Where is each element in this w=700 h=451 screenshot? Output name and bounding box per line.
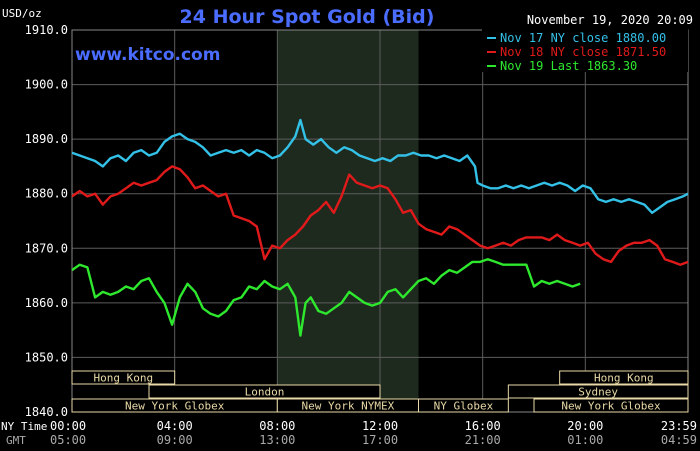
watermark-logo: www.kitco.com: [75, 45, 220, 65]
session-box: [148, 384, 381, 399]
ny-time-label: NY Time: [1, 420, 47, 433]
y-tick-label: 1860.0: [25, 296, 68, 310]
y-tick-label: 1880.0: [25, 187, 68, 201]
session-box: [507, 384, 689, 399]
session-label: New York Globex: [125, 400, 225, 413]
series-lines: [71, 118, 689, 337]
timestamp: November 19, 2020 20:09: [527, 13, 693, 27]
legend-entry: Nov 17 NY close 1880.00: [500, 31, 666, 45]
y-tick-label: 1870.0: [25, 241, 68, 255]
legend-entry: Nov 18 NY close 1871.50: [500, 45, 666, 59]
series-line-0: [71, 118, 689, 215]
x-tick-label-gmt: 13:00: [259, 433, 295, 447]
nymex-shaded-region: [277, 30, 419, 412]
x-tick-label-gmt: 17:00: [362, 433, 398, 447]
y-tick-label: 1910.0: [25, 23, 68, 37]
session-label: London: [245, 386, 285, 399]
series-line-1: [71, 165, 689, 266]
series-line-2: [71, 258, 581, 337]
x-tick-label-ny: 00:00: [50, 419, 86, 433]
x-tick-label-ny: 08:00: [259, 419, 295, 433]
gmt-label: GMT: [6, 434, 26, 447]
x-tick-label-ny: 12:00: [362, 419, 398, 433]
chart-title: 24 Hour Spot Gold (Bid): [180, 6, 435, 28]
session-label: NY Globex: [434, 400, 494, 413]
session-label: Hong Kong: [594, 372, 654, 385]
session-label: New York NYMEX: [302, 400, 395, 413]
y-tick-label: 1840.0: [25, 405, 68, 419]
x-tick-label-ny: 20:00: [567, 419, 603, 433]
x-tick-label-ny: 16:00: [465, 419, 501, 433]
session-box: [559, 370, 689, 385]
session-box: [418, 398, 509, 413]
session-box: [71, 370, 176, 385]
legend-box: [482, 28, 688, 72]
legend-entry: Nov 19 Last 1863.30: [500, 59, 637, 73]
session-label: Hong Kong: [94, 372, 154, 385]
x-tick-label-gmt: 04:59: [661, 433, 697, 447]
x-tick-label-ny: 23:59: [661, 419, 697, 433]
x-tick-label-ny: 04:00: [157, 419, 193, 433]
y-axis-ticks: 1840.0 1850.0 1860.0 1870.0 1880.0 1890.0 1900…: [25, 23, 68, 419]
session-box: [533, 398, 689, 413]
shaded-region-rect: [277, 30, 419, 412]
y-tick-label: 1900.0: [25, 78, 68, 92]
y-tick-label: 1890.0: [25, 132, 68, 146]
unit-label: USD/oz: [2, 7, 42, 20]
session-label: Sydney: [578, 386, 618, 399]
x-tick-label-gmt: 09:00: [157, 433, 193, 447]
y-tick-label: 1850.0: [25, 350, 68, 364]
x-tick-label-gmt: 05:00: [50, 433, 86, 447]
x-tick-label-gmt: 01:00: [567, 433, 603, 447]
x-tick-label-gmt: 21:00: [465, 433, 501, 447]
session-label: New York Globex: [561, 400, 661, 413]
